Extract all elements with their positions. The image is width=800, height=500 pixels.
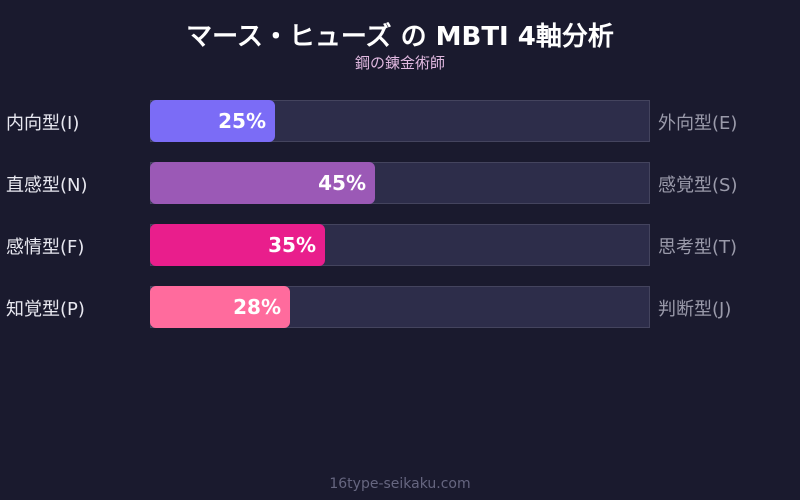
bar-value-label: 28% xyxy=(233,295,281,319)
bar-fill: 35% xyxy=(150,224,325,266)
left-trait-label: 知覚型(P) xyxy=(6,299,85,320)
right-trait-label: 判断型(J) xyxy=(658,299,732,320)
right-trait-label: 感覚型(S) xyxy=(658,175,738,196)
right-trait-label: 思考型(T) xyxy=(658,237,738,258)
bar-value-label: 25% xyxy=(218,109,266,133)
axis-row: 内向型(I) 25% 外向型(E) xyxy=(0,100,800,142)
footer-source: 16type-seikaku.com xyxy=(329,476,471,492)
left-trait-label: 直感型(N) xyxy=(6,175,88,196)
axis-row: 知覚型(P) 28% 判断型(J) xyxy=(0,286,800,328)
right-trait-label: 外向型(E) xyxy=(658,113,738,134)
bar-fill: 25% xyxy=(150,100,275,142)
chart-subtitle: 鋼の錬金術師 xyxy=(354,54,445,72)
bar-value-label: 35% xyxy=(268,233,316,257)
left-trait-label: 内向型(I) xyxy=(6,113,80,134)
bar-value-label: 45% xyxy=(318,171,366,195)
axis-row: 感情型(F) 35% 思考型(T) xyxy=(0,224,800,266)
bar-fill: 28% xyxy=(150,286,290,328)
chart-title: マース・ヒューズ の MBTI 4軸分析 xyxy=(186,22,614,52)
left-trait-label: 感情型(F) xyxy=(6,237,85,258)
axis-row: 直感型(N) 45% 感覚型(S) xyxy=(0,162,800,204)
bar-fill: 45% xyxy=(150,162,375,204)
